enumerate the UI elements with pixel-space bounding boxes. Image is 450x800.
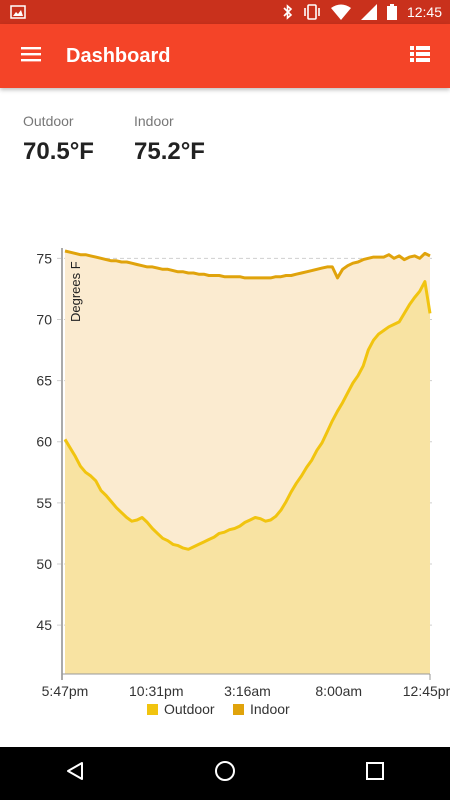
- legend-swatch-outdoor: [147, 704, 158, 715]
- y-tick-label: 60: [36, 434, 52, 450]
- menu-button[interactable]: [9, 34, 53, 78]
- back-icon: [65, 761, 85, 786]
- temperature-chart: 45 50 55 60 65 70 75 Degrees F 5:47pm 10:31pm 3:16…: [36, 248, 450, 717]
- y-tick-label: 50: [36, 556, 52, 572]
- series-line-outdoor: [63, 280, 432, 551]
- indoor-value: 75.2°F: [134, 138, 205, 165]
- x-tick-label: 10:31pm: [129, 683, 183, 699]
- signal-icon: [360, 4, 377, 20]
- wifi-icon: [330, 4, 351, 20]
- vibrate-icon: [303, 4, 321, 20]
- y-tick-label: 45: [36, 617, 52, 633]
- series-area-outdoor: [65, 281, 430, 674]
- y-tick-label: 55: [36, 495, 52, 511]
- legend-swatch-indoor: [233, 704, 244, 715]
- back-button[interactable]: [45, 747, 105, 800]
- recents-button[interactable]: [345, 747, 405, 800]
- y-axis-title: Degrees F: [68, 261, 83, 322]
- list-view-icon: [410, 45, 430, 67]
- indoor-label: Indoor: [134, 113, 174, 129]
- legend-label-indoor: Indoor: [250, 701, 290, 717]
- x-tick-label: 5:47pm: [42, 683, 89, 699]
- home-button[interactable]: [195, 747, 255, 800]
- y-tick-label: 70: [36, 311, 52, 327]
- x-tick-label: 8:00am: [315, 683, 362, 699]
- image-icon: [10, 5, 26, 19]
- bluetooth-icon: [283, 4, 293, 20]
- outdoor-value: 70.5°F: [23, 138, 94, 165]
- app-bar: Dashboard: [0, 24, 450, 88]
- recents-icon: [365, 761, 385, 786]
- series-line-indoor: [64, 249, 431, 280]
- x-tick-label: 3:16am: [224, 683, 271, 699]
- status-time: 12:45: [406, 4, 442, 20]
- y-tick-label: 65: [36, 373, 52, 389]
- y-tick-label: 75: [36, 250, 52, 266]
- home-icon: [214, 760, 236, 787]
- battery-icon: [386, 4, 397, 20]
- list-view-button[interactable]: [398, 34, 442, 78]
- page-title: Dashboard: [66, 44, 171, 67]
- navigation-bar: [0, 747, 450, 800]
- outdoor-label: Outdoor: [23, 113, 74, 129]
- outdoor-reading: Outdoor 70.5°F: [23, 113, 94, 166]
- legend-label-outdoor: Outdoor: [164, 701, 215, 717]
- menu-icon: [21, 46, 41, 67]
- indoor-reading: Indoor 75.2°F: [134, 113, 205, 166]
- x-tick-label: 12:45pm: [403, 683, 450, 699]
- status-bar: 12:45: [0, 0, 450, 24]
